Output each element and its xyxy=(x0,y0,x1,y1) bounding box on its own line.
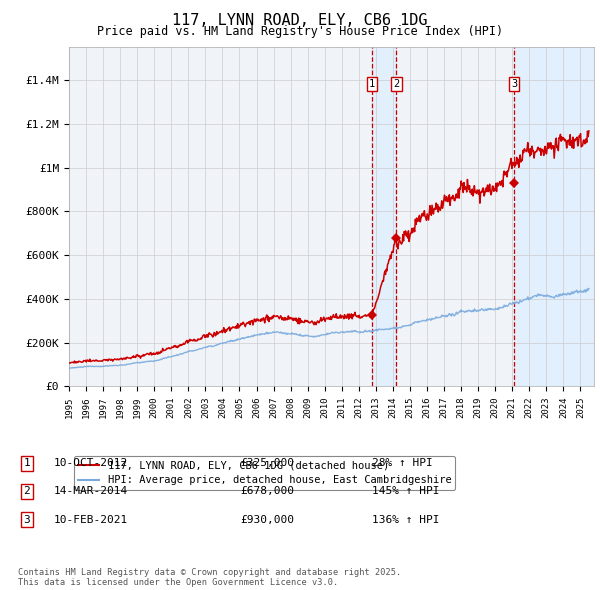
Text: 3: 3 xyxy=(23,515,31,525)
Text: 10-OCT-2012: 10-OCT-2012 xyxy=(54,458,128,468)
Text: 1: 1 xyxy=(369,80,375,90)
Text: 1: 1 xyxy=(23,458,31,468)
Bar xyxy=(372,47,397,386)
Text: 145% ↑ HPI: 145% ↑ HPI xyxy=(372,487,439,496)
Bar xyxy=(514,47,594,386)
Text: 117, LYNN ROAD, ELY, CB6 1DG: 117, LYNN ROAD, ELY, CB6 1DG xyxy=(172,13,428,28)
Text: Contains HM Land Registry data © Crown copyright and database right 2025.
This d: Contains HM Land Registry data © Crown c… xyxy=(18,568,401,587)
Text: £678,000: £678,000 xyxy=(240,487,294,496)
Text: £930,000: £930,000 xyxy=(240,515,294,525)
Text: 10-FEB-2021: 10-FEB-2021 xyxy=(54,515,128,525)
Text: £325,000: £325,000 xyxy=(240,458,294,468)
Text: 14-MAR-2014: 14-MAR-2014 xyxy=(54,487,128,496)
Text: 2: 2 xyxy=(23,487,31,496)
Text: 136% ↑ HPI: 136% ↑ HPI xyxy=(372,515,439,525)
Text: 28% ↑ HPI: 28% ↑ HPI xyxy=(372,458,433,468)
Text: 2: 2 xyxy=(394,80,400,90)
Text: 3: 3 xyxy=(511,80,517,90)
Legend: 117, LYNN ROAD, ELY, CB6 1DG (detached house), HPI: Average price, detached hous: 117, LYNN ROAD, ELY, CB6 1DG (detached h… xyxy=(74,456,455,490)
Text: Price paid vs. HM Land Registry's House Price Index (HPI): Price paid vs. HM Land Registry's House … xyxy=(97,25,503,38)
